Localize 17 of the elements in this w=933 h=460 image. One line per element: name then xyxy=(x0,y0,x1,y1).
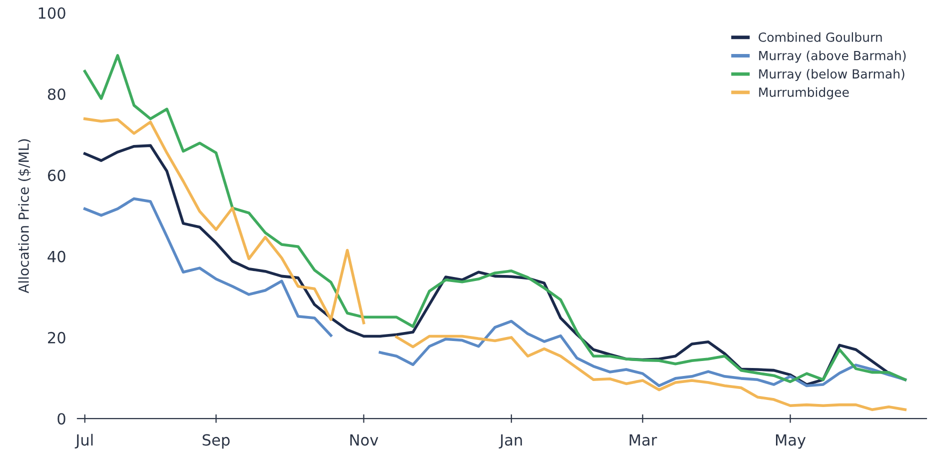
y-tick-label: 40 xyxy=(48,250,66,262)
y-axis-title: Allocation Price ($/ML) xyxy=(18,139,31,294)
x-tick-label: Jan xyxy=(498,434,522,449)
x-tick-label: Mar xyxy=(630,434,658,446)
x-tick-label: Jul xyxy=(74,434,93,449)
legend-label: Combined Goulburn xyxy=(758,32,882,42)
y-tick-label: 0 xyxy=(58,413,66,425)
y-tick-label: 100 xyxy=(38,7,66,19)
y-tick-label: 80 xyxy=(48,88,66,100)
legend-label: Murrumbidgee xyxy=(759,87,849,100)
x-tick-label: Sep xyxy=(202,434,230,449)
x-tick-label: May xyxy=(776,434,806,449)
legend-label: Murray (below Barmah) xyxy=(759,68,904,82)
y-tick-label: 20 xyxy=(48,332,66,344)
legend-label: Murray (above Barmah) xyxy=(759,50,906,63)
x-tick-label: Nov xyxy=(350,434,378,446)
y-tick-label: 60 xyxy=(48,170,66,182)
